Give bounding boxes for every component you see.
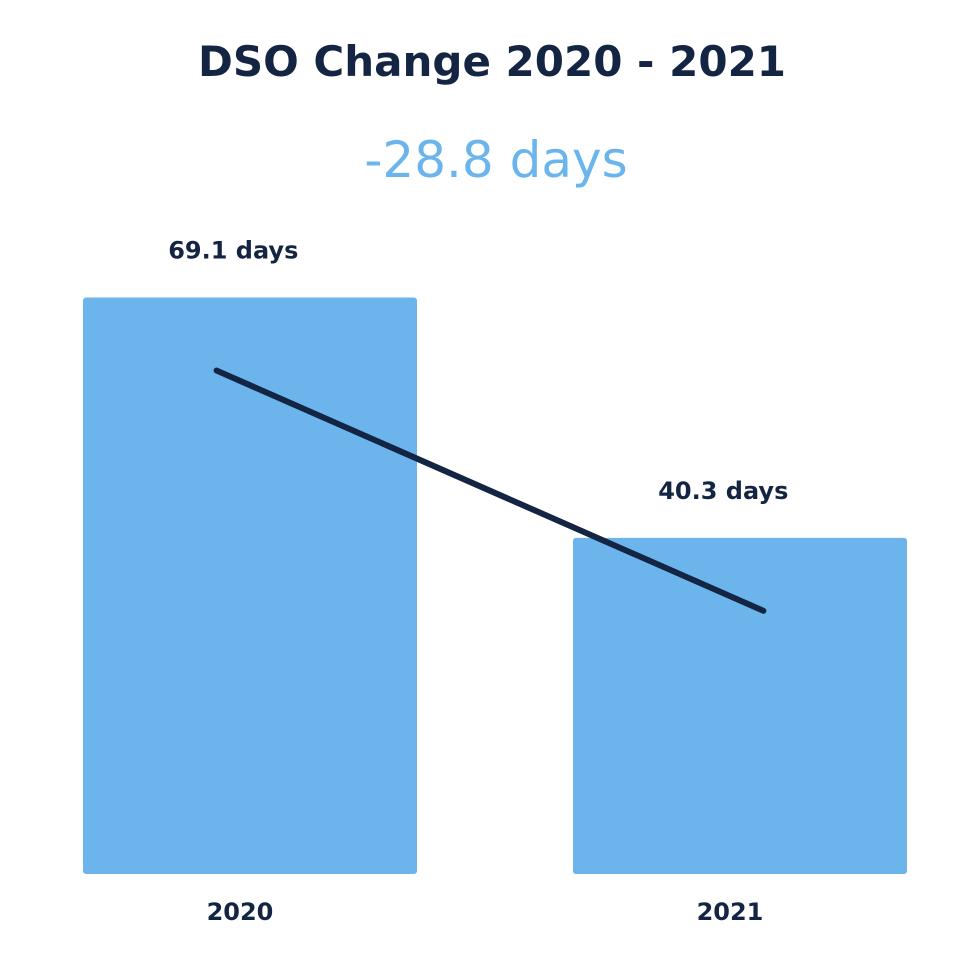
x-tick-label-2020: 2020	[207, 898, 274, 926]
x-tick-labels-group: 2020 2021	[207, 898, 764, 926]
data-label-2020: 69.1 days	[168, 237, 298, 265]
chart-subtitle: -28.8 days	[364, 131, 627, 189]
data-label-2021: 40.3 days	[658, 477, 788, 505]
bar-2021	[573, 537, 907, 874]
bar-2020	[83, 297, 417, 874]
trend-line-group	[213, 367, 767, 614]
chart-title: DSO Change 2020 - 2021	[198, 37, 786, 86]
trend-line	[213, 367, 767, 614]
x-tick-label-2021: 2021	[697, 898, 764, 926]
bars-group	[83, 297, 907, 874]
data-labels-group: 69.1 days 40.3 days	[168, 237, 788, 505]
